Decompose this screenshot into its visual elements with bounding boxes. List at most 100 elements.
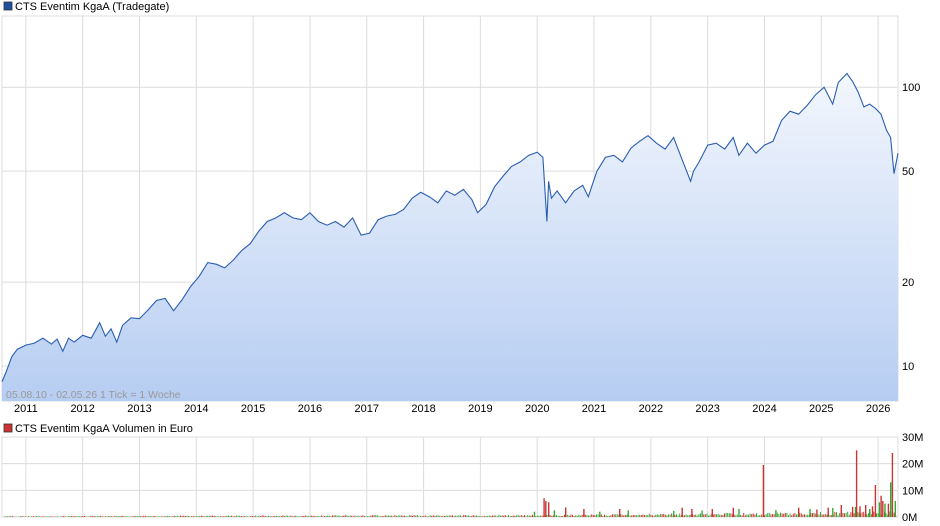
- volume-bar-noise: [576, 515, 578, 517]
- volume-bar-noise: [637, 515, 639, 517]
- volume-bar-noise: [39, 516, 41, 517]
- volume-bar: [874, 485, 877, 517]
- volume-bar-noise: [474, 515, 476, 517]
- volume-bar-noise: [453, 516, 455, 517]
- volume-bar-noise: [132, 516, 133, 517]
- volume-bar-noise: [733, 514, 735, 517]
- volume-bar-noise: [676, 514, 677, 517]
- volume-bar-noise: [242, 516, 244, 517]
- volume-bar-noise: [799, 512, 801, 517]
- volume-bar-noise: [788, 515, 789, 517]
- volume-bar-noise: [109, 516, 111, 517]
- volume-bar-noise: [138, 516, 140, 517]
- volume-bar-noise: [604, 514, 605, 517]
- volume-bar-noise: [836, 512, 837, 517]
- volume-bar-noise: [356, 516, 357, 517]
- volume-bar-noise: [24, 516, 26, 517]
- volume-bar-noise: [32, 516, 34, 517]
- volume-bar-noise: [685, 514, 687, 517]
- volume-bars: [4, 450, 897, 517]
- price-y-tick-label: 20: [902, 277, 914, 289]
- volume-bar-noise: [732, 514, 733, 517]
- volume-bar-noise: [482, 516, 484, 517]
- volume-bar-noise: [80, 516, 82, 517]
- volume-bar-noise: [645, 515, 647, 517]
- volume-bar-noise: [244, 516, 245, 517]
- volume-bar-noise: [127, 516, 129, 517]
- volume-bar-noise: [621, 514, 623, 517]
- volume-bar-noise: [66, 516, 68, 517]
- volume-bar-noise: [476, 515, 477, 517]
- volume-bar: [894, 501, 896, 517]
- volume-bar-noise: [250, 515, 252, 517]
- volume-bar-noise: [84, 516, 85, 517]
- volume-bar: [619, 509, 621, 517]
- volume-bar-noise: [423, 516, 425, 517]
- volume-bar-noise: [160, 516, 162, 517]
- volume-bar-noise: [173, 515, 175, 517]
- volume-bar-noise: [503, 515, 505, 517]
- volume-bar-noise: [484, 516, 485, 517]
- volume-bar-noise: [847, 511, 849, 517]
- volume-bar-noise: [784, 512, 786, 517]
- volume-bar-noise: [48, 516, 50, 517]
- volume-bar-noise: [348, 516, 349, 517]
- volume-bar-noise: [501, 515, 503, 517]
- volume-bar: [854, 506, 857, 517]
- volume-bar-noise: [727, 513, 729, 517]
- volume-bar-noise: [424, 515, 426, 517]
- volume-bar-noise: [416, 515, 418, 517]
- volume-bar: [890, 482, 892, 517]
- volume-bar: [701, 510, 703, 517]
- volume-bar-noise: [60, 516, 61, 517]
- volume-bar-noise: [168, 516, 170, 517]
- price-y-tick-label: 10: [902, 361, 914, 373]
- volume-bar-noise: [517, 514, 519, 517]
- volume-bar-noise: [472, 515, 474, 517]
- volume-bar-noise: [700, 513, 701, 517]
- volume-bar-noise: [616, 514, 618, 517]
- volume-bar: [809, 509, 811, 517]
- volume-bar-noise: [831, 515, 833, 517]
- volume-bar-noise: [207, 515, 209, 517]
- volume-bar-noise: [677, 515, 679, 517]
- volume-bar-noise: [189, 516, 191, 517]
- volume-bar-noise: [56, 516, 58, 517]
- volume-bar-noise: [712, 514, 714, 517]
- volume-bar-noise: [272, 516, 274, 517]
- volume-bar-noise: [108, 516, 109, 517]
- volume-bar-noise: [709, 514, 711, 517]
- volume-bar-noise: [378, 516, 380, 517]
- volume-bar-noise: [850, 512, 852, 517]
- volume-bar-noise: [605, 515, 607, 517]
- volume-bar-noise: [464, 515, 466, 517]
- volume-bar-noise: [399, 515, 401, 517]
- volume-bar-noise: [783, 513, 785, 517]
- volume-bar-noise: [68, 516, 69, 517]
- volume-bar-noise: [104, 516, 106, 517]
- volume-bar-noise: [402, 515, 404, 517]
- volume-bar-noise: [693, 514, 695, 517]
- volume-bar-noise: [444, 516, 445, 517]
- volume-bar-noise: [612, 514, 613, 517]
- volume-bar-noise: [573, 516, 575, 517]
- volume-bar-noise: [106, 516, 108, 517]
- volume-bar-noise: [292, 516, 293, 517]
- volume-bar-noise: [541, 515, 543, 517]
- volume-bar: [869, 509, 871, 517]
- x-tick-label: 2021: [582, 403, 606, 415]
- volume-bar-noise: [260, 516, 261, 517]
- volume-bar-noise: [269, 516, 271, 517]
- volume-bar-noise: [447, 515, 449, 517]
- volume-bar: [553, 510, 556, 517]
- x-tick-label: 2019: [468, 403, 492, 415]
- volume-bar: [855, 450, 858, 517]
- volume-bar-noise: [440, 516, 442, 517]
- volume-legend-swatch: [3, 423, 13, 433]
- volume-bar-noise: [572, 515, 573, 517]
- volume-bar-noise: [383, 516, 385, 517]
- volume-bar-noise: [871, 514, 873, 517]
- volume-bar-noise: [172, 516, 173, 517]
- volume-bar-noise: [192, 516, 194, 517]
- volume-bar: [891, 453, 894, 517]
